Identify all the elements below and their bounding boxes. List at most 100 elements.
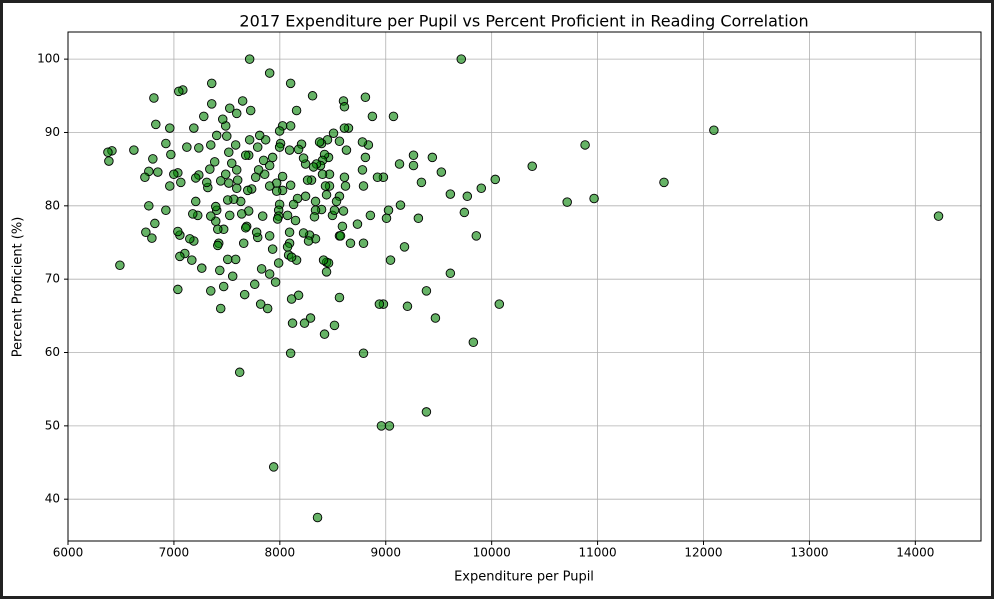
point xyxy=(230,254,241,265)
point xyxy=(471,231,482,241)
point xyxy=(286,252,297,262)
point xyxy=(709,125,719,136)
point xyxy=(244,135,255,145)
point xyxy=(468,337,479,347)
point xyxy=(255,299,266,309)
y-tick-label: 40 xyxy=(45,492,60,506)
point xyxy=(413,213,424,224)
point xyxy=(284,145,295,155)
point xyxy=(339,172,350,182)
point xyxy=(352,219,363,229)
point xyxy=(933,211,944,221)
point xyxy=(421,407,432,417)
point xyxy=(476,183,487,193)
point xyxy=(189,123,199,133)
point xyxy=(328,128,339,138)
point xyxy=(202,177,212,188)
point xyxy=(242,185,253,196)
point xyxy=(399,242,410,252)
point xyxy=(365,210,376,221)
point xyxy=(274,126,285,136)
y-tick-label: 50 xyxy=(45,418,60,432)
point xyxy=(140,172,150,182)
point xyxy=(490,174,501,185)
point xyxy=(421,286,432,296)
x-axis-label: Expenditure per Pupil xyxy=(454,570,594,585)
point xyxy=(321,190,332,200)
point xyxy=(231,183,242,193)
point xyxy=(293,144,304,155)
point xyxy=(194,143,204,153)
point xyxy=(148,154,158,164)
point xyxy=(298,153,309,163)
point xyxy=(285,121,296,131)
point xyxy=(199,111,209,122)
point xyxy=(305,313,316,323)
point xyxy=(215,265,225,276)
point xyxy=(408,160,419,171)
grid xyxy=(67,32,981,541)
point xyxy=(321,267,332,277)
point xyxy=(285,78,296,89)
point xyxy=(284,227,295,237)
point xyxy=(211,130,222,141)
x-tick-label: 14000 xyxy=(896,546,934,560)
point xyxy=(291,105,302,116)
point xyxy=(206,78,217,89)
point xyxy=(303,236,314,246)
x-tick-label: 13000 xyxy=(790,546,828,560)
point xyxy=(222,131,232,141)
point xyxy=(115,260,125,270)
point xyxy=(360,92,371,103)
point xyxy=(456,54,467,64)
x-tick-label: 8000 xyxy=(265,546,296,560)
point xyxy=(249,279,260,290)
point xyxy=(239,289,250,300)
point xyxy=(298,228,309,238)
point xyxy=(224,147,234,158)
point xyxy=(190,173,201,183)
point xyxy=(206,286,216,296)
y-tick-label: 80 xyxy=(45,198,60,212)
point xyxy=(388,111,399,122)
point xyxy=(272,214,283,224)
point xyxy=(416,177,427,188)
point xyxy=(224,210,235,221)
points xyxy=(103,54,944,523)
point xyxy=(270,277,281,287)
point xyxy=(358,181,369,191)
point xyxy=(215,176,226,186)
point xyxy=(277,171,288,182)
point xyxy=(427,152,438,163)
point xyxy=(282,210,293,221)
point xyxy=(149,93,159,103)
point xyxy=(268,462,279,472)
point xyxy=(206,140,216,150)
point xyxy=(459,207,470,218)
point xyxy=(190,196,201,207)
point xyxy=(331,196,342,207)
chart-title: 2017 Expenditure per Pupil vs Percent Pr… xyxy=(239,12,808,31)
point xyxy=(209,157,220,167)
point xyxy=(251,227,262,237)
point xyxy=(267,244,278,254)
point xyxy=(237,96,248,106)
point xyxy=(374,299,385,309)
point xyxy=(408,150,419,160)
point xyxy=(224,178,234,188)
point xyxy=(232,175,243,185)
point xyxy=(141,227,151,237)
point xyxy=(318,255,329,265)
point xyxy=(320,181,331,191)
point xyxy=(240,223,251,233)
point xyxy=(151,119,161,130)
point xyxy=(104,156,114,166)
point xyxy=(372,172,383,182)
point xyxy=(220,169,231,180)
point xyxy=(206,99,217,109)
point xyxy=(165,181,175,191)
point xyxy=(286,294,297,304)
point xyxy=(335,231,346,241)
point xyxy=(282,242,293,252)
